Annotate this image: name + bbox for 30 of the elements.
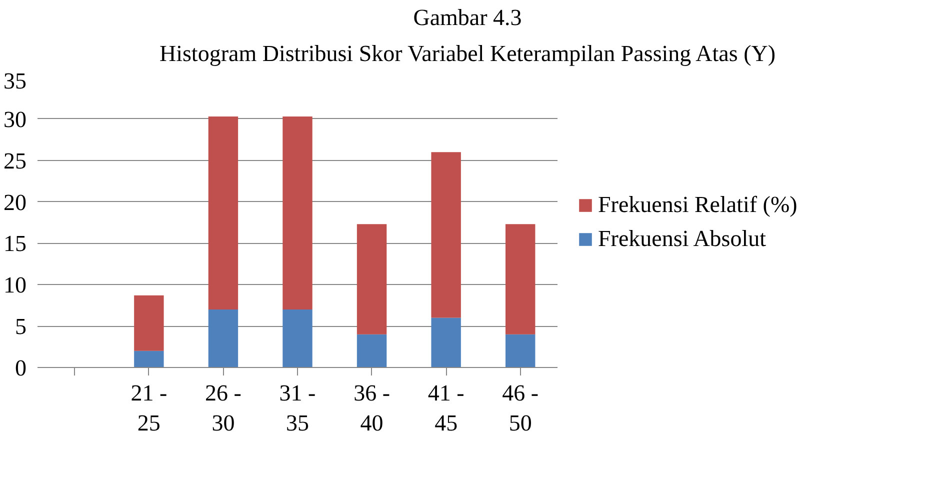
y-tick-label: 20 (4, 190, 26, 215)
bar (134, 350, 164, 368)
chart-subtitle: Histogram Distribusi Skor Variabel Keterampilan Passing Atas (Y) (159, 41, 776, 67)
bar (431, 318, 461, 368)
bar (208, 310, 238, 368)
y-tick-label: 25 (4, 148, 26, 174)
legend-label: Frekuensi Absolut (598, 226, 766, 252)
bar (506, 334, 536, 368)
x-tick-label: 41 - 45 (428, 380, 464, 436)
x-tick-label: 31 - 35 (279, 380, 316, 436)
bar (356, 224, 387, 334)
x-tick-label: 36 - 40 (354, 380, 390, 436)
bar (282, 310, 312, 368)
chart-title: Gambar 4.3 (413, 5, 522, 31)
bar (506, 224, 536, 334)
x-tick-label: 46 - 50 (502, 380, 539, 436)
y-tick-label: 5 (15, 314, 26, 340)
bar (208, 116, 238, 310)
legend-label: Frekuensi Relatif (%) (598, 192, 798, 218)
bar (431, 152, 461, 318)
bar (282, 116, 312, 310)
bar (356, 334, 387, 368)
y-tick-label: 0 (15, 356, 26, 380)
x-tick-label: 21 - 25 (130, 380, 168, 436)
y-tick-label: 35 (4, 68, 26, 94)
y-tick-label: 15 (4, 231, 26, 256)
bar (134, 295, 164, 351)
x-tick-label: 26 - 30 (205, 380, 242, 436)
y-tick-label: 30 (4, 106, 26, 132)
y-tick-label: 10 (4, 272, 26, 298)
